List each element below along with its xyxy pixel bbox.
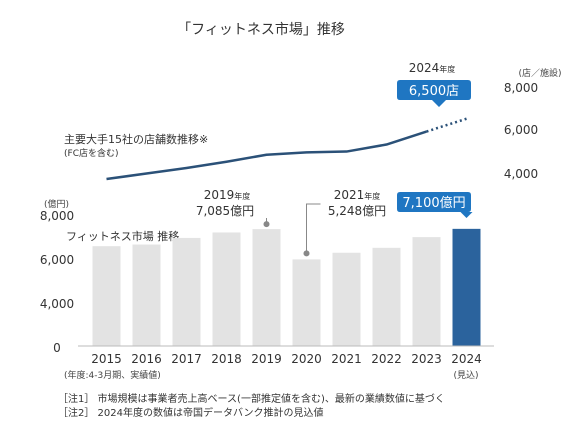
right-axis-tick: 4,000 (504, 167, 538, 181)
callout-value: 6,500店 (409, 84, 459, 99)
x-tick-label: 2016 (131, 352, 162, 366)
x-tick-label: 2015 (91, 352, 122, 366)
callout-year: 2019年度 (204, 188, 251, 202)
note-1: ［注1］ 市場規模は事業者売上高ベース(一部推定値を含む)、最新の業績数値に基づ… (58, 392, 445, 405)
x-axis-note-last: (見込) (453, 370, 478, 381)
left-axis-tick: 0 (53, 341, 61, 355)
callout-year: 2021年度 (334, 188, 381, 202)
bar (132, 244, 161, 346)
bar (412, 237, 441, 346)
callout-value: 5,248億円 (328, 204, 386, 218)
note-2: ［注2］ 2024年度の数値は帝国データバンク推計の見込値 (58, 406, 324, 419)
right-axis-tick: 8,000 (504, 81, 538, 95)
x-axis-labels: 2015 2016 2017 2018 2019 2020 2021 2022 2023 2024 (91, 352, 482, 366)
store-count-line (106, 117, 467, 181)
callout-box-market (397, 192, 473, 218)
x-tick-label: 2020 (291, 352, 322, 366)
bar (292, 259, 321, 346)
line-series-label: 主要大手15社の店舗数推移※ (64, 132, 208, 146)
bar (212, 232, 241, 346)
bar (372, 247, 401, 346)
right-axis-unit: (店／施設) (518, 67, 561, 79)
callout-value: 7,085億円 (196, 204, 254, 218)
line-series-projected (426, 117, 467, 133)
leader-dot (263, 221, 270, 228)
leader-line (306, 203, 321, 254)
x-axis-note-first: (年度:4-3月期、実績値) (64, 369, 161, 381)
bar (252, 229, 281, 346)
left-axis-tick: 6,000 (40, 253, 74, 267)
right-axis-tick: 6,000 (504, 123, 538, 137)
x-tick-label: 2024 (451, 352, 482, 366)
bar (92, 246, 121, 346)
bar (172, 237, 201, 346)
bar-series-label: フィットネス市場 推移 (66, 229, 179, 243)
x-tick-label: 2023 (411, 352, 442, 366)
left-axis-tick: 8,000 (40, 209, 74, 223)
bar (332, 252, 361, 346)
x-tick-label: 2018 (211, 352, 242, 366)
x-tick-label: 2021 (331, 352, 362, 366)
callout-box-stores (397, 80, 471, 107)
x-tick-label: 2017 (171, 352, 202, 366)
left-axis-tick: 4,000 (40, 297, 74, 311)
chart-title: 「フィットネス市場」推移 (177, 21, 345, 38)
left-axis-unit: (億円) (44, 198, 69, 210)
bar (452, 228, 481, 346)
callout-value: 7,100億円 (402, 195, 465, 211)
callouts: 2019年度 7,085億円 2021年度 5,248億円 2024年度 6,500店 7,… (196, 61, 473, 257)
leader-dot (303, 250, 310, 257)
x-tick-label: 2022 (371, 352, 402, 366)
x-tick-label: 2019 (251, 352, 282, 366)
line-series-note: (FC店を含む) (64, 147, 118, 159)
bars (92, 228, 481, 346)
line-series-actual (106, 130, 427, 181)
callout-year: 2024年度 (409, 61, 456, 75)
